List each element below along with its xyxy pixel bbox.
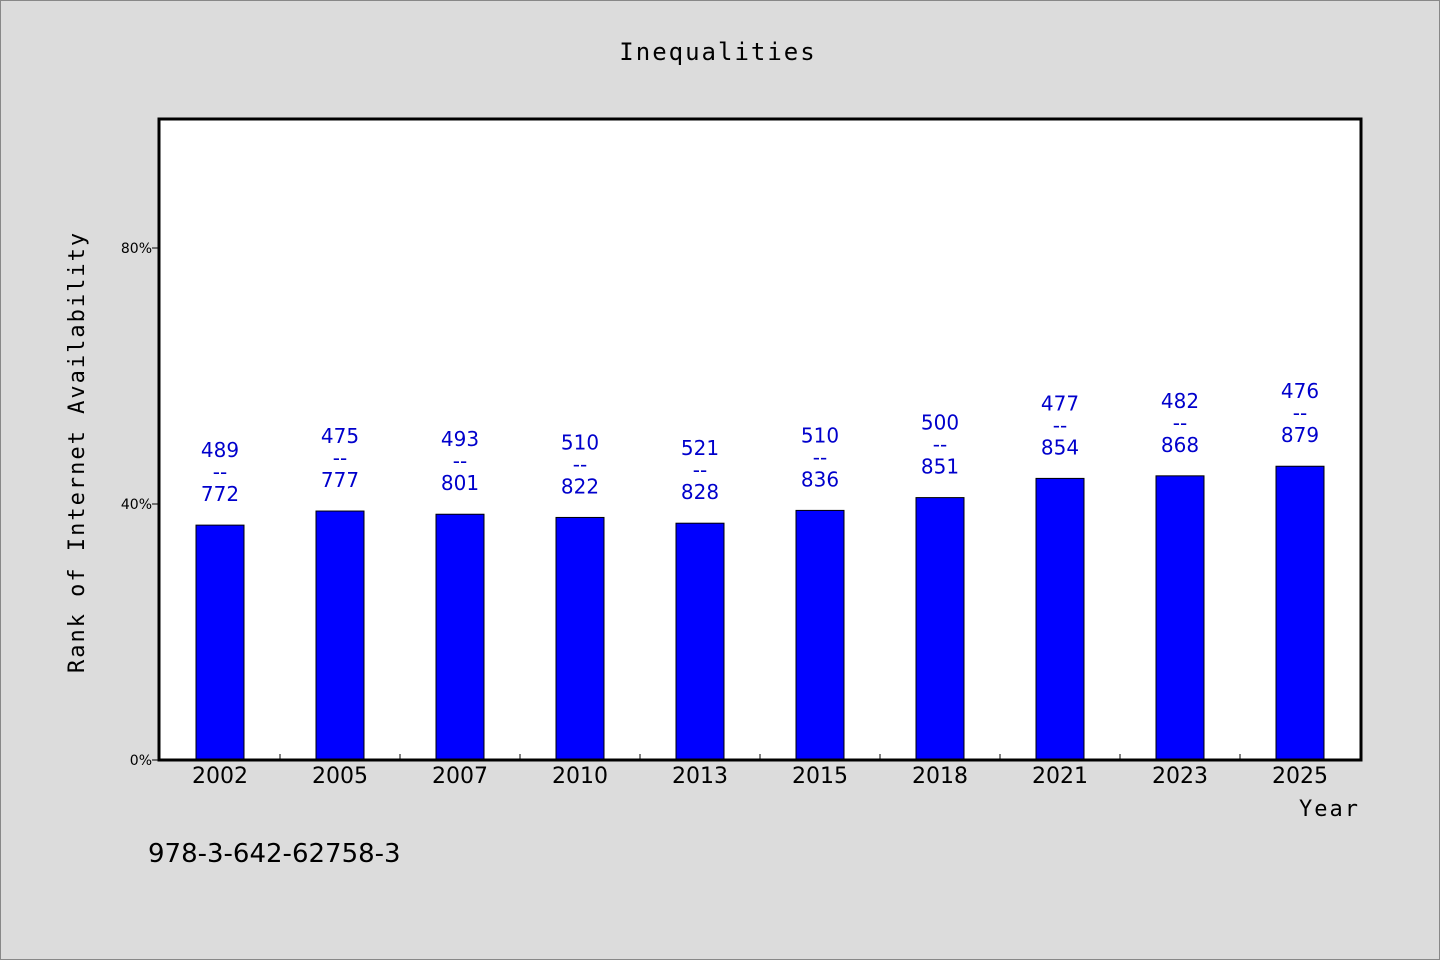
data-label-bottom-2025: 879 xyxy=(1281,423,1319,447)
y-axis-title: Rank of Internet Availability xyxy=(65,231,90,673)
data-label-sep-2023: -- xyxy=(1173,411,1187,435)
bar-2015 xyxy=(795,509,845,761)
data-label-top-2018: 500 xyxy=(921,411,959,435)
x-axis-title: Year xyxy=(1299,797,1360,822)
data-label-top-2015: 510 xyxy=(801,423,839,447)
x-tick-label-2025: 2025 xyxy=(1272,764,1328,789)
x-tick-label-2013: 2013 xyxy=(672,764,728,789)
bars-layer xyxy=(195,465,1325,761)
bar-2023 xyxy=(1155,475,1205,761)
bar-2005 xyxy=(315,510,365,761)
y-axis: 0% 40% 80% xyxy=(121,241,160,769)
chart-title: Inequalities xyxy=(619,38,816,66)
data-label-bottom-2005: 777 xyxy=(321,468,359,492)
footnote-isbn: 978-3-642-62758-3 xyxy=(148,839,401,869)
data-label-bottom-2018: 851 xyxy=(921,455,959,479)
x-tick-label-2015: 2015 xyxy=(792,764,848,789)
y-tick-label-40: 40% xyxy=(121,497,152,513)
bar-2013 xyxy=(675,522,725,761)
bar-2021 xyxy=(1035,477,1085,761)
x-axis: 2002 2005 2007 2010 2013 2015 2018 2021 2023 2025 xyxy=(192,754,1328,789)
bar-2025 xyxy=(1275,465,1325,761)
data-label-top-2007: 493 xyxy=(441,427,479,451)
data-label-top-2002: 489 xyxy=(201,438,239,462)
y-tick-label-80: 80% xyxy=(121,241,152,257)
data-label-sep-2018: -- xyxy=(933,433,947,457)
bar-2002 xyxy=(195,524,245,761)
bar-2007 xyxy=(435,513,485,761)
data-label-bottom-2010: 822 xyxy=(561,474,599,498)
x-tick-label-2021: 2021 xyxy=(1032,764,1088,789)
data-label-sep-2013: -- xyxy=(693,458,707,482)
data-label-top-2023: 482 xyxy=(1161,389,1199,413)
x-tick-label-2010: 2010 xyxy=(552,764,608,789)
data-label-top-2021: 477 xyxy=(1041,391,1079,415)
data-label-sep-2015: -- xyxy=(813,445,827,469)
data-label-top-2013: 521 xyxy=(681,436,719,460)
bar-2018 xyxy=(915,497,965,761)
x-tick-label-2007: 2007 xyxy=(432,764,488,789)
data-label-sep-2002: -- xyxy=(213,460,227,484)
data-label-sep-2010: -- xyxy=(573,452,587,476)
data-label-top-2005: 475 xyxy=(321,424,359,448)
data-label-bottom-2013: 828 xyxy=(681,480,719,504)
data-label-top-2025: 476 xyxy=(1281,379,1319,403)
data-labels-layer: 489--772475--777493--801510--822521--828… xyxy=(201,379,1319,506)
data-label-top-2010: 510 xyxy=(561,430,599,454)
data-label-bottom-2007: 801 xyxy=(441,471,479,495)
y-tick-label-0: 0% xyxy=(130,753,152,769)
data-label-bottom-2021: 854 xyxy=(1041,435,1079,459)
bar-2010 xyxy=(555,516,605,761)
data-label-sep-2025: -- xyxy=(1293,401,1307,425)
x-tick-label-2005: 2005 xyxy=(312,764,368,789)
data-label-bottom-2015: 836 xyxy=(801,467,839,491)
data-label-sep-2007: -- xyxy=(453,449,467,473)
data-label-bottom-2002: 772 xyxy=(201,482,239,506)
x-tick-label-2018: 2018 xyxy=(912,764,968,789)
data-label-sep-2005: -- xyxy=(333,446,347,470)
x-tick-label-2002: 2002 xyxy=(192,764,248,789)
x-tick-label-2023: 2023 xyxy=(1152,764,1208,789)
data-label-sep-2021: -- xyxy=(1053,413,1067,437)
data-label-bottom-2023: 868 xyxy=(1161,433,1199,457)
